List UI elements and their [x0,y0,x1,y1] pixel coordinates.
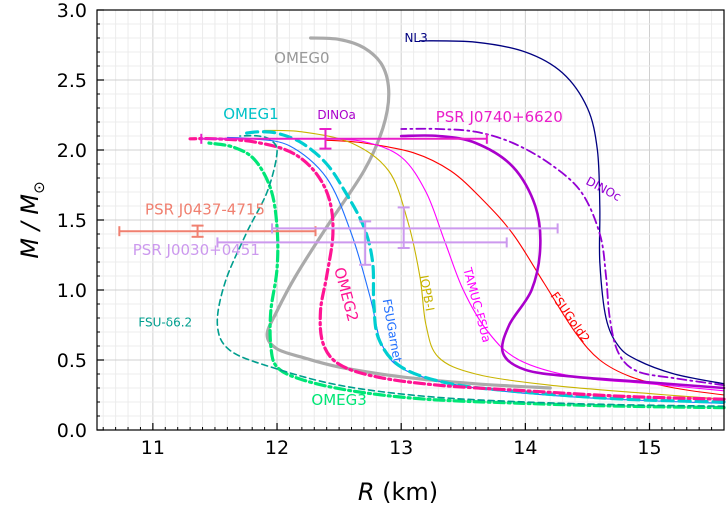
error-bar-psr-j0437-4715 [118,224,317,238]
y-tick-label: 2.0 [57,140,87,162]
label-fsugold2: FSUGold2 [548,289,593,345]
label-fsu-6-2: FSU-δ6.2 [138,315,192,329]
y-tick-label: 3.0 [57,0,87,22]
x-tick-label: 12 [265,437,289,459]
x-axis-symbol: R [358,478,375,506]
label-dinoa: DINOa [317,108,356,122]
y-tick-label: 0.0 [57,420,87,442]
label-omeg0: OMEG0 [274,49,329,67]
error-bar-psr-j0030-0451 [216,220,508,266]
series-line-dinoa [399,134,726,390]
series-line-omeg3 [207,141,726,410]
x-axis-title: R (km) [358,478,438,506]
y-axis-title: M / M⊙ [16,181,48,258]
label-omeg1: OMEG1 [223,105,278,123]
series-line-nl3 [419,40,725,385]
series-line-fsu-6-2 [216,134,725,407]
y-axis-subscript: ⊙ [30,181,48,194]
series-line-fsugold2 [326,139,725,396]
label-psr-j0437-4715: PSR J0437-4715 [145,200,265,218]
label-omeg3: OMEG3 [311,391,366,409]
x-tick-label: 15 [637,437,661,459]
label-psr-j0740-6620: PSR J0740+6620 [436,108,563,126]
series-line-iopb-i [264,129,725,400]
x-tick-label: 11 [141,437,165,459]
y-tick-label: 1.0 [57,280,87,302]
series-line-omeg1 [244,130,726,404]
mass-radius-curves [188,36,726,410]
label-psr-j0030-0451: PSR J0030+0451 [133,241,260,259]
error-bar-psr-j0030-0451 [271,206,559,249]
y-tick-label: 0.5 [57,350,87,372]
x-tick-label: 14 [513,437,537,459]
error-bar-psr-j0740-6620 [200,128,488,150]
series-line-omeg0 [265,36,552,390]
series-line-dinoc [400,127,725,387]
x-axis-unit: (km) [375,478,439,506]
label-iopb-i: IOPB-I [417,274,437,312]
pulsar-error-bars [118,128,559,266]
label-nl3: NL3 [404,31,427,45]
label-omeg2: OMEG2 [330,265,362,323]
y-tick-label: 1.5 [57,210,87,232]
y-axis-text: M / M [16,194,44,259]
x-tick-label: 13 [389,437,413,459]
axis-ticks: 11 12 13 14 15 0.0 0.5 1.0 1.5 2.0 2.5 3.0 [57,0,725,459]
y-tick-label: 2.5 [57,70,87,92]
